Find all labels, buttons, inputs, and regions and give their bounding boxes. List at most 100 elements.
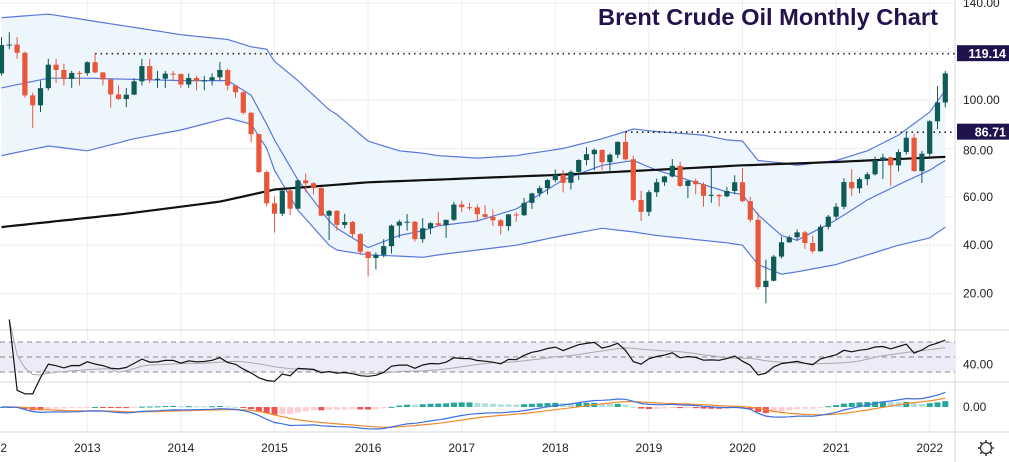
candle-body — [388, 225, 395, 247]
candle — [186, 73, 192, 88]
candle-body — [544, 180, 551, 189]
macd-histogram-bar — [606, 403, 613, 407]
macd-histogram-bar — [809, 407, 816, 409]
macd-histogram-bar — [903, 401, 910, 407]
macd-histogram-bar — [778, 407, 785, 412]
macd-histogram-bar — [474, 402, 481, 407]
candle — [560, 170, 566, 193]
candle — [841, 178, 847, 210]
candle — [459, 200, 465, 213]
macd-histogram-bar — [365, 407, 372, 410]
macd-histogram-bar — [872, 401, 879, 407]
candle — [271, 196, 278, 233]
candle — [248, 112, 254, 143]
macd-histogram-bar — [458, 402, 465, 407]
candle-body — [927, 121, 933, 154]
candle — [170, 70, 176, 81]
candle-body — [482, 214, 488, 217]
candle — [911, 133, 917, 172]
candle-body — [732, 182, 738, 191]
candle-body — [178, 73, 184, 85]
candle-body — [310, 183, 317, 189]
time-tick-label: 2019 — [636, 441, 663, 455]
candle-body — [755, 219, 761, 288]
candle-body — [591, 149, 597, 155]
candle — [771, 254, 777, 282]
candle — [100, 72, 106, 86]
macd-histogram-bar — [708, 407, 715, 409]
candle — [591, 148, 597, 171]
candle — [669, 159, 675, 178]
macd-histogram-bar — [443, 403, 450, 407]
candle — [700, 182, 707, 207]
candle — [513, 212, 519, 222]
macd-histogram-bar — [684, 407, 691, 409]
macd-signal-line — [1, 397, 946, 428]
macd-histogram-bar — [279, 407, 286, 415]
candle — [537, 185, 543, 197]
candle — [505, 213, 512, 231]
candle — [69, 70, 75, 88]
candle — [802, 230, 808, 249]
macd-histogram-bar — [68, 407, 75, 409]
candle-body — [342, 221, 348, 225]
price-tick-label: 80.00 — [963, 143, 993, 157]
axes: 140.00 100.00 80.00 60.00 40.00 20.00 40.00 0.0… — [0, 0, 1000, 455]
macd-histogram-bar — [310, 407, 317, 411]
candle — [396, 219, 402, 238]
candle-body — [147, 66, 153, 80]
macd-histogram-bar — [396, 405, 403, 407]
macd-histogram-bar — [879, 401, 886, 407]
candle — [888, 156, 894, 186]
gear-icon[interactable] — [978, 440, 994, 456]
candle — [388, 224, 395, 254]
candle-body — [724, 190, 730, 197]
candle — [303, 173, 309, 192]
macd-histogram-bar — [193, 406, 200, 408]
candle — [295, 179, 301, 209]
candle — [739, 168, 746, 203]
candle-body — [209, 77, 215, 81]
candle-body — [771, 256, 777, 281]
candle-body — [14, 44, 20, 53]
candle — [498, 218, 504, 235]
candle-body — [622, 141, 629, 160]
candle-body — [794, 232, 800, 238]
candle — [794, 229, 800, 241]
macd-histogram-bar — [755, 407, 762, 412]
macd-histogram-bar — [450, 402, 457, 407]
level-tag-label: 119.14 — [968, 47, 1006, 61]
candle-body — [864, 174, 870, 180]
candle — [123, 87, 129, 108]
time-tick-label: 2020 — [729, 441, 756, 455]
candle — [763, 259, 769, 304]
candle-body — [685, 180, 691, 186]
candle — [22, 51, 28, 98]
macd-histogram-bar — [786, 407, 793, 411]
candle-body — [45, 64, 51, 89]
candle — [833, 203, 839, 220]
price-tick-label: 40.00 — [963, 238, 993, 252]
candle — [435, 212, 441, 226]
candle — [724, 187, 730, 198]
candle-body — [170, 73, 176, 75]
candle-body — [693, 180, 699, 185]
candle-body — [404, 221, 410, 223]
candle — [310, 182, 317, 195]
candle — [934, 85, 941, 130]
candle-body — [443, 219, 449, 226]
macd-histogram-bar — [645, 407, 652, 409]
candle — [30, 92, 36, 128]
candle — [755, 212, 761, 290]
macd-histogram-bar — [942, 401, 949, 407]
candle-body — [53, 64, 59, 70]
candle — [108, 78, 114, 108]
time-tick-label: 2016 — [355, 441, 382, 455]
candle — [568, 170, 574, 190]
macd-histogram-bar — [770, 407, 777, 413]
macd-histogram-bar — [575, 402, 582, 407]
candle — [685, 180, 691, 199]
candle-body — [201, 80, 207, 82]
candle — [357, 233, 363, 255]
